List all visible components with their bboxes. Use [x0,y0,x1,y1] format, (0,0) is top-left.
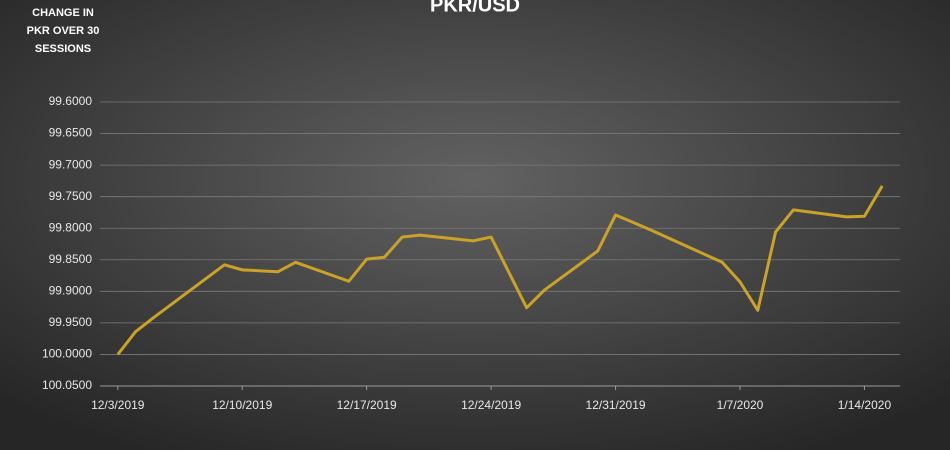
x-tick-label: 12/17/2019 [337,398,397,412]
x-tick-label: 12/10/2019 [212,398,272,412]
x-tick-label: 12/31/2019 [586,398,646,412]
y-tick-label: 100.0000 [42,347,92,361]
x-tick-label: 1/7/2020 [717,398,764,412]
y-tick-label: 99.9000 [49,284,93,298]
y-tick-label: 99.8000 [49,220,93,234]
x-tick-label: 1/14/2020 [838,398,892,412]
y-tick-label: 99.7500 [49,189,93,203]
y-tick-label: 99.6500 [49,126,93,140]
annotation: CHANGE IN [32,7,94,19]
x-tick-label: 12/24/2019 [461,398,521,412]
y-tick-label: 99.8500 [49,252,93,266]
y-tick-label: 99.9500 [49,315,93,329]
data-line [116,185,884,356]
y-tick-label: 99.7000 [49,157,93,171]
y-tick-label: 100.0500 [42,378,92,392]
annotation: PKR OVER 30 [27,25,100,37]
annotation: SESSIONS [35,43,91,55]
chart-title: PKR/USD [430,0,520,16]
x-tick-label: 12/3/2019 [91,398,145,412]
y-tick-label: 99.6000 [49,94,93,108]
